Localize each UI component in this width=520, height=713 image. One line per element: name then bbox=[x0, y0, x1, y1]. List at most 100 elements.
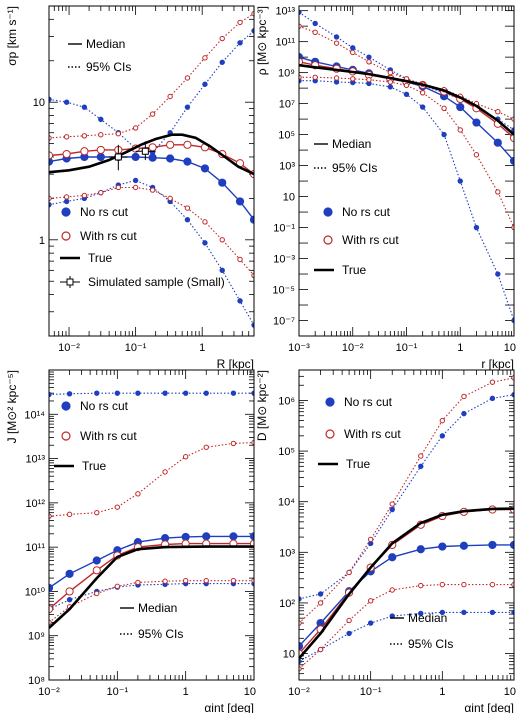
point-with_cut-lower bbox=[132, 184, 139, 191]
panel-frame bbox=[298, 5, 515, 337]
point-no_cut-lower bbox=[418, 610, 424, 617]
x-tick-label: 1 bbox=[439, 686, 445, 698]
point-with_cut-lower bbox=[387, 79, 394, 85]
point-no_cut-lower bbox=[457, 178, 463, 184]
point-no_cut-upper bbox=[66, 391, 73, 397]
x-tick-label: 10 bbox=[504, 342, 516, 354]
point-with_cut-upper bbox=[114, 504, 121, 510]
legend-marker-sample bbox=[66, 278, 74, 286]
point-no_cut-median bbox=[488, 540, 497, 550]
point-no_cut-lower bbox=[367, 620, 374, 626]
point-no_cut-upper bbox=[251, 28, 254, 34]
x-tick-label: 10⁻³ bbox=[288, 342, 310, 354]
plot-area bbox=[299, 9, 514, 324]
series-line-true-true bbox=[299, 63, 514, 136]
point-with_cut-lower bbox=[403, 82, 410, 89]
point-with_cut-median bbox=[62, 149, 71, 159]
point-with_cut-lower bbox=[81, 192, 88, 199]
point-no_cut-upper bbox=[299, 596, 302, 602]
point-no_cut-lower bbox=[403, 91, 410, 97]
series-line-with_cut-upper bbox=[299, 25, 514, 120]
y-axis-label: J [M⊙² kpc⁻⁵] bbox=[5, 370, 19, 443]
legend-label: Simulated sample (Small) bbox=[88, 275, 225, 289]
point-with_cut-upper bbox=[162, 469, 168, 475]
legend-label: With rs cut bbox=[342, 233, 399, 247]
legend-label: 95% CIs bbox=[138, 627, 183, 641]
point-no_cut-lower bbox=[461, 609, 467, 616]
y-tick-label: 10⁷ bbox=[279, 99, 295, 111]
y-tick-label: 10⁴ bbox=[278, 497, 295, 509]
point-with_cut-upper bbox=[489, 379, 496, 385]
legend-label: True bbox=[342, 263, 367, 277]
panel-frame bbox=[48, 5, 255, 337]
y-tick-label: 10¹³ bbox=[275, 6, 295, 18]
series-line-no_cut-median bbox=[49, 535, 254, 589]
y-tick-label: 10¹¹ bbox=[25, 542, 45, 554]
point-with_cut-lower bbox=[94, 590, 100, 597]
point-with_cut-upper bbox=[350, 49, 356, 56]
x-tick-label: 10⁻² bbox=[342, 342, 364, 354]
sample-point bbox=[114, 153, 122, 161]
x-tick-label: 10⁻² bbox=[38, 686, 60, 698]
y-tick-label: 10⁶ bbox=[278, 395, 295, 407]
series-line-with_cut-upper bbox=[49, 442, 254, 517]
legend-label: 95% CIs bbox=[332, 161, 377, 175]
point-with_cut-lower bbox=[203, 577, 209, 584]
point-with_cut-lower bbox=[439, 581, 446, 588]
point-no_cut-upper bbox=[350, 45, 356, 51]
legend-label: With rs cut bbox=[80, 429, 137, 443]
point-with_cut-lower bbox=[389, 587, 395, 593]
point-with_cut-lower bbox=[312, 74, 318, 80]
point-with_cut-median bbox=[96, 145, 105, 155]
point-with_cut-lower bbox=[299, 666, 302, 672]
chart-panel-rho: 10⁻³ 10⁻² 10⁻¹ 1 10 10⁻⁷ 10⁻⁵ 10⁻³ 10⁻¹ 10 10³ 10⁵ 1… bbox=[255, 5, 516, 371]
legend-label: No rs cut bbox=[80, 399, 129, 413]
point-no_cut-lower bbox=[251, 322, 254, 328]
y-tick-label: 10¹² bbox=[25, 498, 45, 510]
point-no_cut-lower bbox=[219, 267, 225, 274]
point-with_cut-lower bbox=[135, 579, 141, 586]
sample-point bbox=[141, 147, 149, 155]
series-line-no_cut-upper bbox=[299, 394, 514, 600]
point-no_cut-upper bbox=[489, 395, 496, 402]
series-line-with_cut-upper bbox=[299, 377, 514, 624]
series-line-no_cut-upper bbox=[49, 30, 254, 154]
point-no_cut-lower bbox=[439, 609, 446, 616]
legend-label: 95% CIs bbox=[408, 637, 453, 651]
point-no_cut-lower bbox=[495, 271, 501, 277]
y-tick-label: 10² bbox=[279, 598, 295, 610]
point-with_cut-lower bbox=[167, 195, 173, 202]
x-tick-label: 10⁻² bbox=[288, 686, 310, 698]
point-with_cut-upper bbox=[333, 40, 340, 46]
y-tick-label: 10⁻⁷ bbox=[273, 316, 295, 328]
point-no_cut-median bbox=[218, 178, 227, 187]
point-no_cut-median bbox=[92, 556, 101, 565]
legend-marker-with_cut bbox=[325, 429, 335, 439]
x-axis-label: αint [deg] bbox=[204, 701, 254, 713]
point-with_cut-median bbox=[80, 147, 89, 156]
point-no_cut-median bbox=[388, 553, 397, 562]
legend: No rs cut With rs cut True Median 95% CIs bbox=[318, 395, 453, 651]
plot-area bbox=[299, 375, 514, 672]
x-axis-label: αint [deg] bbox=[464, 701, 514, 713]
point-no_cut-upper bbox=[94, 390, 100, 396]
point-no_cut-lower bbox=[66, 597, 73, 603]
point-no_cut-upper bbox=[114, 390, 121, 396]
point-with_cut-upper bbox=[389, 501, 395, 507]
y-tick-label: 10 bbox=[33, 97, 45, 109]
y-tick-label: 1 bbox=[39, 235, 45, 247]
x-tick-label: 10⁻¹ bbox=[125, 342, 147, 354]
legend-marker-with_cut bbox=[323, 235, 333, 245]
x-tick-label: 10⁻¹ bbox=[106, 686, 128, 698]
legend-marker-no_cut bbox=[323, 207, 333, 217]
point-no_cut-upper bbox=[202, 81, 208, 87]
point-no_cut-upper bbox=[81, 104, 88, 110]
point-no_cut-upper bbox=[182, 390, 189, 396]
point-with_cut-upper bbox=[495, 109, 501, 115]
point-with_cut-lower bbox=[251, 272, 254, 279]
point-with_cut-upper bbox=[63, 134, 70, 140]
point-with_cut-median bbox=[65, 587, 74, 596]
y-tick-label: 10¹¹ bbox=[275, 37, 295, 49]
point-no_cut-median bbox=[181, 532, 190, 542]
